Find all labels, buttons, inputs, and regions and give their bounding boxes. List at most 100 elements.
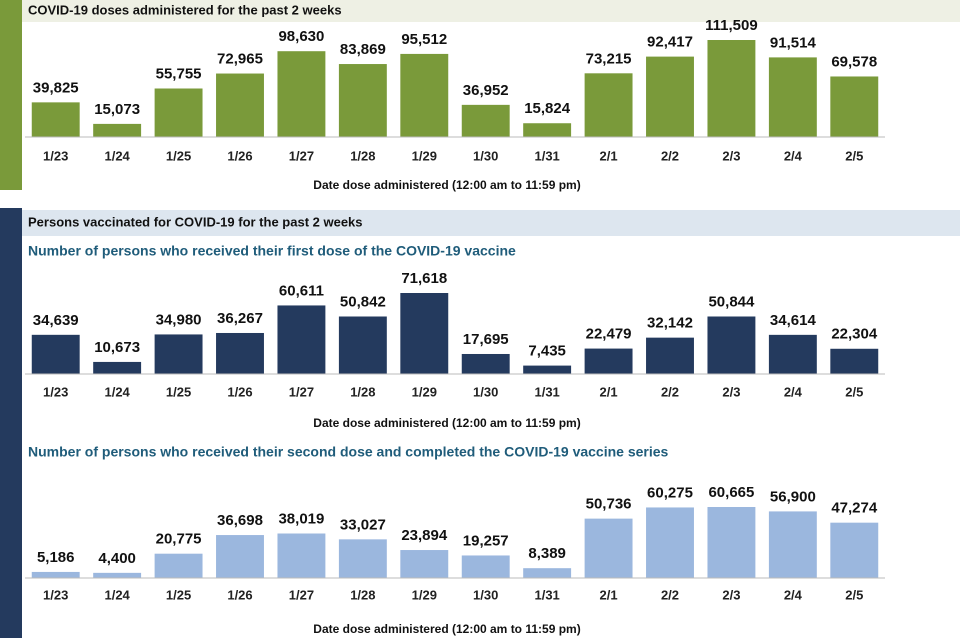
bar: [400, 53, 449, 137]
x-tick-label: 2/2: [661, 587, 679, 602]
bar: [277, 305, 326, 374]
bar: [830, 522, 879, 578]
x-tick-label: 2/4: [784, 148, 803, 163]
data-label: 47,274: [831, 500, 878, 517]
data-label: 17,695: [463, 331, 509, 348]
data-label: 23,894: [401, 527, 448, 544]
data-label: 36,952: [463, 82, 509, 99]
data-label: 22,479: [586, 326, 632, 343]
x-tick-label: 1/30: [473, 148, 498, 163]
x-tick-label: 2/2: [661, 384, 679, 399]
bar: [400, 293, 449, 374]
data-label: 60,611: [279, 282, 324, 299]
data-label: 20,775: [156, 531, 202, 548]
data-label: 72,965: [217, 50, 263, 67]
bar: [31, 102, 80, 137]
data-label: 60,665: [708, 484, 754, 501]
x-tick-label: 1/31: [534, 587, 559, 602]
section-strip: [0, 0, 22, 190]
bar: [400, 550, 449, 578]
x-tick-label: 1/24: [104, 148, 130, 163]
bar: [707, 40, 756, 137]
bar: [216, 73, 264, 137]
bar: [768, 511, 817, 578]
bar: [830, 348, 879, 374]
bar: [216, 332, 264, 374]
x-tick-label: 2/5: [845, 148, 863, 163]
data-label: 111,509: [705, 17, 758, 34]
data-label: 91,514: [770, 34, 817, 51]
x-tick-label: 2/3: [722, 384, 740, 399]
x-tick-label: 1/24: [104, 384, 130, 399]
x-tick-label: 2/3: [722, 587, 740, 602]
bar: [523, 365, 572, 374]
data-label: 50,844: [708, 293, 755, 310]
data-label: 50,842: [340, 293, 386, 310]
x-tick-label: 1/24: [104, 587, 130, 602]
data-label: 4,400: [98, 550, 136, 567]
x-tick-label: 1/28: [350, 148, 375, 163]
data-label: 95,512: [401, 31, 447, 48]
data-label: 32,142: [647, 315, 693, 332]
x-tick-label: 2/1: [600, 148, 618, 163]
data-label: 38,019: [278, 510, 324, 527]
bar: [154, 553, 203, 578]
data-label: 7,435: [528, 343, 566, 360]
x-axis-label: Date dose administered (12:00 am to 11:5…: [313, 622, 580, 636]
data-label: 69,578: [831, 53, 877, 70]
data-label: 56,900: [770, 488, 816, 505]
x-tick-label: 1/30: [473, 587, 498, 602]
bar: [646, 337, 694, 374]
bar: [768, 334, 817, 374]
x-tick-label: 1/29: [412, 587, 437, 602]
bar: [523, 568, 572, 578]
x-tick-label: 1/27: [289, 587, 314, 602]
data-label: 55,755: [156, 65, 202, 82]
header-band: [0, 0, 960, 22]
bar: [154, 88, 203, 137]
data-label: 83,869: [340, 41, 386, 58]
bar: [584, 73, 633, 137]
data-label: 34,614: [770, 312, 817, 329]
data-label: 15,073: [94, 101, 140, 118]
data-label: 22,304: [831, 326, 878, 343]
data-label: 60,275: [647, 484, 693, 501]
data-label: 34,980: [156, 311, 202, 328]
x-tick-label: 2/5: [845, 384, 863, 399]
x-tick-label: 1/26: [227, 587, 252, 602]
x-tick-label: 1/29: [412, 384, 437, 399]
bar: [584, 348, 633, 374]
data-label: 39,825: [33, 79, 79, 96]
x-tick-label: 1/31: [534, 384, 559, 399]
data-label: 34,639: [33, 312, 79, 329]
bar: [646, 56, 694, 137]
data-label: 5,186: [37, 549, 75, 566]
bar: [31, 334, 80, 374]
data-label: 98,630: [278, 28, 324, 45]
x-tick-label: 2/4: [784, 384, 803, 399]
bar: [523, 123, 572, 137]
data-label: 50,736: [586, 496, 632, 513]
bar: [768, 57, 817, 137]
bar: [277, 51, 326, 137]
bar: [93, 572, 142, 578]
bar: [93, 361, 142, 374]
data-label: 36,698: [217, 512, 263, 529]
x-tick-label: 2/1: [600, 384, 618, 399]
x-tick-label: 2/4: [784, 587, 803, 602]
section-title: COVID-19 doses administered for the past…: [28, 2, 342, 17]
x-axis-label: Date dose administered (12:00 am to 11:5…: [313, 178, 580, 192]
x-axis-label: Date dose administered (12:00 am to 11:5…: [313, 416, 580, 430]
data-label: 92,417: [647, 34, 693, 51]
x-tick-label: 1/29: [412, 148, 437, 163]
data-label: 10,673: [94, 339, 140, 356]
x-tick-label: 1/28: [350, 587, 375, 602]
bar: [707, 507, 756, 578]
x-tick-label: 1/26: [227, 148, 252, 163]
data-label: 36,267: [217, 310, 263, 327]
data-label: 33,027: [340, 516, 386, 533]
bar: [338, 539, 387, 578]
header-band: [22, 210, 960, 236]
bar: [707, 316, 756, 374]
